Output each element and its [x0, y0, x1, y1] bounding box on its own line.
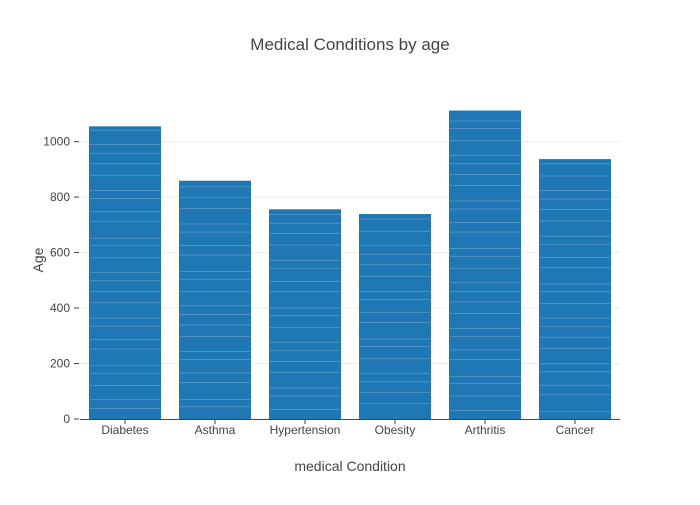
y-tick-label: 800	[50, 190, 70, 204]
chart-title: Medical Conditions by age	[250, 35, 449, 54]
x-tick-label: Arthritis	[465, 423, 506, 437]
bar	[539, 159, 611, 419]
y-axis-ticks: 0 200 400 600 800 1000	[43, 135, 79, 426]
bar	[179, 180, 251, 419]
x-tick-label: Obesity	[375, 423, 416, 437]
x-tick-label: Cancer	[556, 423, 595, 437]
x-tick-label: Hypertension	[270, 423, 341, 437]
bar	[359, 214, 431, 419]
bar	[89, 126, 161, 419]
bar-group	[269, 209, 341, 419]
gridlines	[80, 141, 620, 365]
x-axis-title: medical Condition	[294, 458, 405, 474]
y-tick-label: 1000	[43, 135, 70, 149]
x-tick-label: Asthma	[195, 423, 236, 437]
bar-group	[359, 214, 431, 419]
bar-group	[89, 126, 161, 419]
x-tick-label: Diabetes	[101, 423, 148, 437]
x-axis-ticks: Diabetes Asthma Hypertension Obesity Arthrit…	[101, 419, 594, 437]
y-tick-label: 600	[50, 246, 70, 260]
bars	[89, 110, 611, 420]
bar	[449, 110, 521, 420]
y-tick-label: 0	[63, 412, 70, 426]
bar-group	[449, 110, 521, 420]
bar-group	[539, 159, 611, 419]
y-tick-label: 400	[50, 301, 70, 315]
y-axis-title: Age	[30, 247, 46, 272]
y-tick-label: 200	[50, 357, 70, 371]
bar	[269, 209, 341, 419]
bar-group	[179, 180, 251, 419]
